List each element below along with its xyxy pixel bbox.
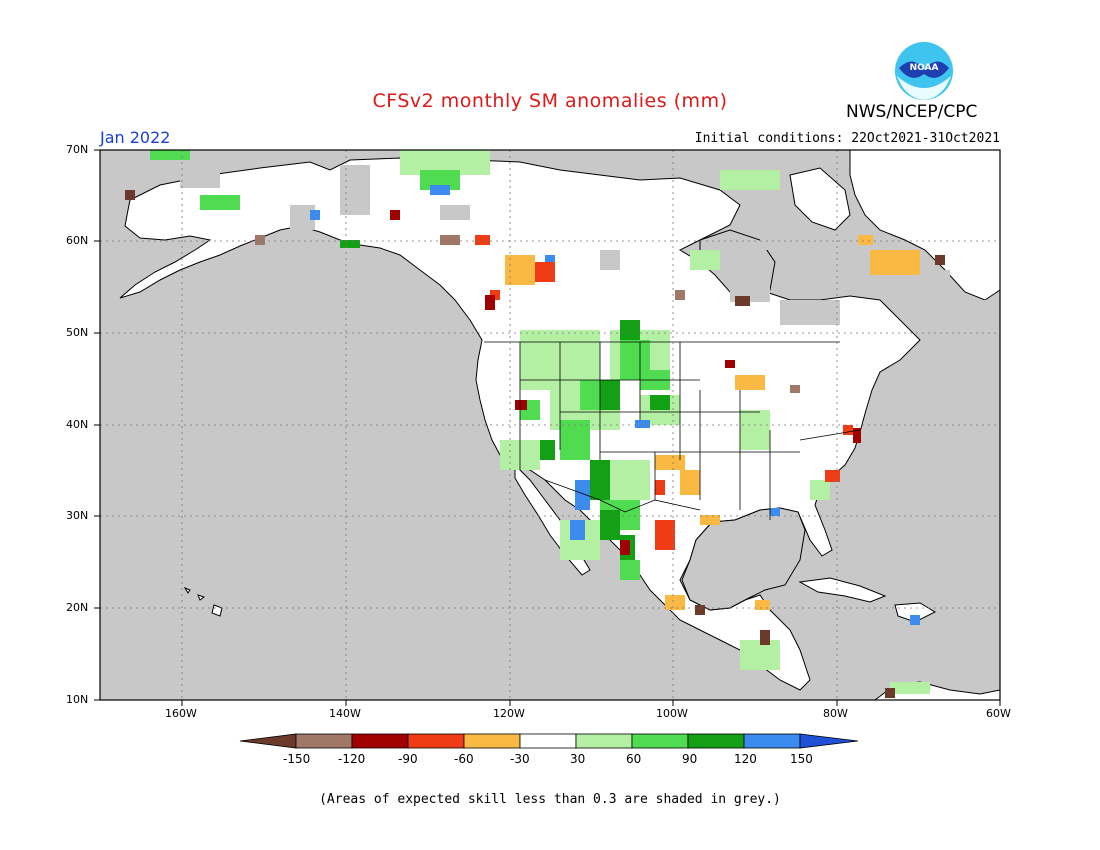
colorbar-bin bbox=[687, 733, 745, 749]
colorbar-bin bbox=[519, 733, 577, 749]
lon-label-60w: 60W bbox=[986, 707, 1011, 720]
lat-label-70n: 70N bbox=[66, 143, 89, 156]
valid-month: Jan 2022 bbox=[100, 128, 171, 147]
lat-label-30n: 30N bbox=[66, 509, 89, 522]
initial-conditions: Initial conditions: 22Oct2021-31Oct2021 bbox=[694, 131, 1000, 146]
lat-label-40n: 40N bbox=[66, 418, 89, 431]
colorbar-label: -30 bbox=[510, 752, 530, 766]
cuba-land bbox=[798, 577, 887, 603]
colorbar-label: -150 bbox=[283, 752, 311, 766]
colorbar-arrow-left bbox=[239, 733, 297, 749]
political-boundaries bbox=[484, 341, 861, 520]
lat-label-50n: 50N bbox=[66, 326, 89, 339]
lon-label-80w: 80W bbox=[823, 707, 848, 720]
colorbar-label: -60 bbox=[454, 752, 474, 766]
map-title: CFSv2 monthly SM anomalies (mm) bbox=[372, 90, 728, 112]
lon-label-120w: 120W bbox=[493, 707, 525, 720]
noaa-logo: NOAA bbox=[895, 42, 953, 100]
graticule bbox=[100, 150, 1000, 700]
low-skill-areas bbox=[180, 165, 1000, 330]
skill-footnote: (Areas of expected skill less than 0.3 a… bbox=[319, 792, 781, 807]
colorbar-bin bbox=[743, 733, 801, 749]
lon-label-100w: 100W bbox=[656, 707, 688, 720]
axis-ticks bbox=[94, 149, 1001, 706]
anomaly-patches bbox=[125, 150, 945, 698]
colorbar-label: 90 bbox=[682, 752, 698, 766]
colorbar-bin bbox=[351, 733, 409, 749]
lat-label-20n: 20N bbox=[66, 601, 89, 614]
colorbar-bin bbox=[463, 733, 521, 749]
lat-label-10n: 10N bbox=[66, 693, 89, 706]
hawaii-islands bbox=[183, 586, 223, 617]
colorbar-bin bbox=[631, 733, 689, 749]
colorbar bbox=[239, 733, 859, 749]
lon-label-160w: 160W bbox=[165, 707, 197, 720]
logo-text: NOAA bbox=[910, 63, 939, 73]
colorbar-label: 30 bbox=[570, 752, 586, 766]
colorbar-label: 120 bbox=[734, 752, 757, 766]
colorbar-bin bbox=[407, 733, 465, 749]
colorbar-bin bbox=[295, 733, 353, 749]
lat-label-60n: 60N bbox=[66, 234, 89, 247]
colorbar-arrow-right bbox=[799, 733, 859, 749]
colorbar-label: -90 bbox=[398, 752, 418, 766]
colorbar-label: 150 bbox=[790, 752, 813, 766]
colorbar-label: -120 bbox=[338, 752, 366, 766]
lon-label-140w: 140W bbox=[329, 707, 361, 720]
colorbar-bin bbox=[575, 733, 633, 749]
gulf-of-mexico bbox=[681, 507, 806, 611]
agency-label: NWS/NCEP/CPC bbox=[846, 102, 978, 122]
colorbar-label: 60 bbox=[626, 752, 642, 766]
baffin-land bbox=[789, 167, 851, 231]
